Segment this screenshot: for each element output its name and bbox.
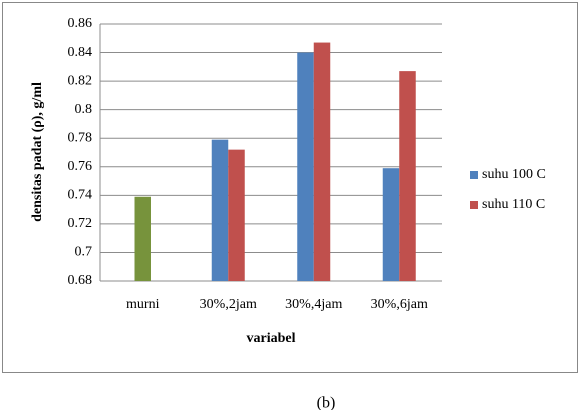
chart-border [2,2,578,373]
caption: (b) [317,395,336,410]
legend-label: suhu 100 C [482,167,546,182]
x-tick-label: 30%,4jam [285,297,342,312]
x-tick-label: murni [126,297,160,312]
bar [211,139,229,281]
legend-swatch [470,201,478,209]
legend-swatch [470,171,478,179]
x-tick-label: 30%,2jam [200,297,257,312]
bar [313,42,331,281]
x-axis-title: variabel [247,331,296,346]
bar [382,168,400,281]
y-tick-label: 0.72 [68,216,93,231]
y-tick-label: 0.86 [68,16,93,31]
y-tick-label: 0.8 [75,102,93,117]
y-tick-label: 0.78 [68,130,93,145]
bar [134,196,151,281]
y-tick-label: 0.76 [68,159,93,174]
y-tick-label: 0.84 [68,45,93,60]
y-tick-label: 0.82 [68,73,93,88]
legend-label: suhu 110 C [482,197,545,212]
bar [399,71,416,281]
bar [228,149,245,281]
y-tick-label: 0.68 [68,273,93,288]
bar [297,52,314,281]
y-tick-label: 0.7 [75,245,93,260]
x-tick-label: 30%,6jam [371,297,428,312]
y-axis-title: densitas padat (ρ), g/ml [30,82,45,222]
y-tick-label: 0.74 [68,188,93,203]
